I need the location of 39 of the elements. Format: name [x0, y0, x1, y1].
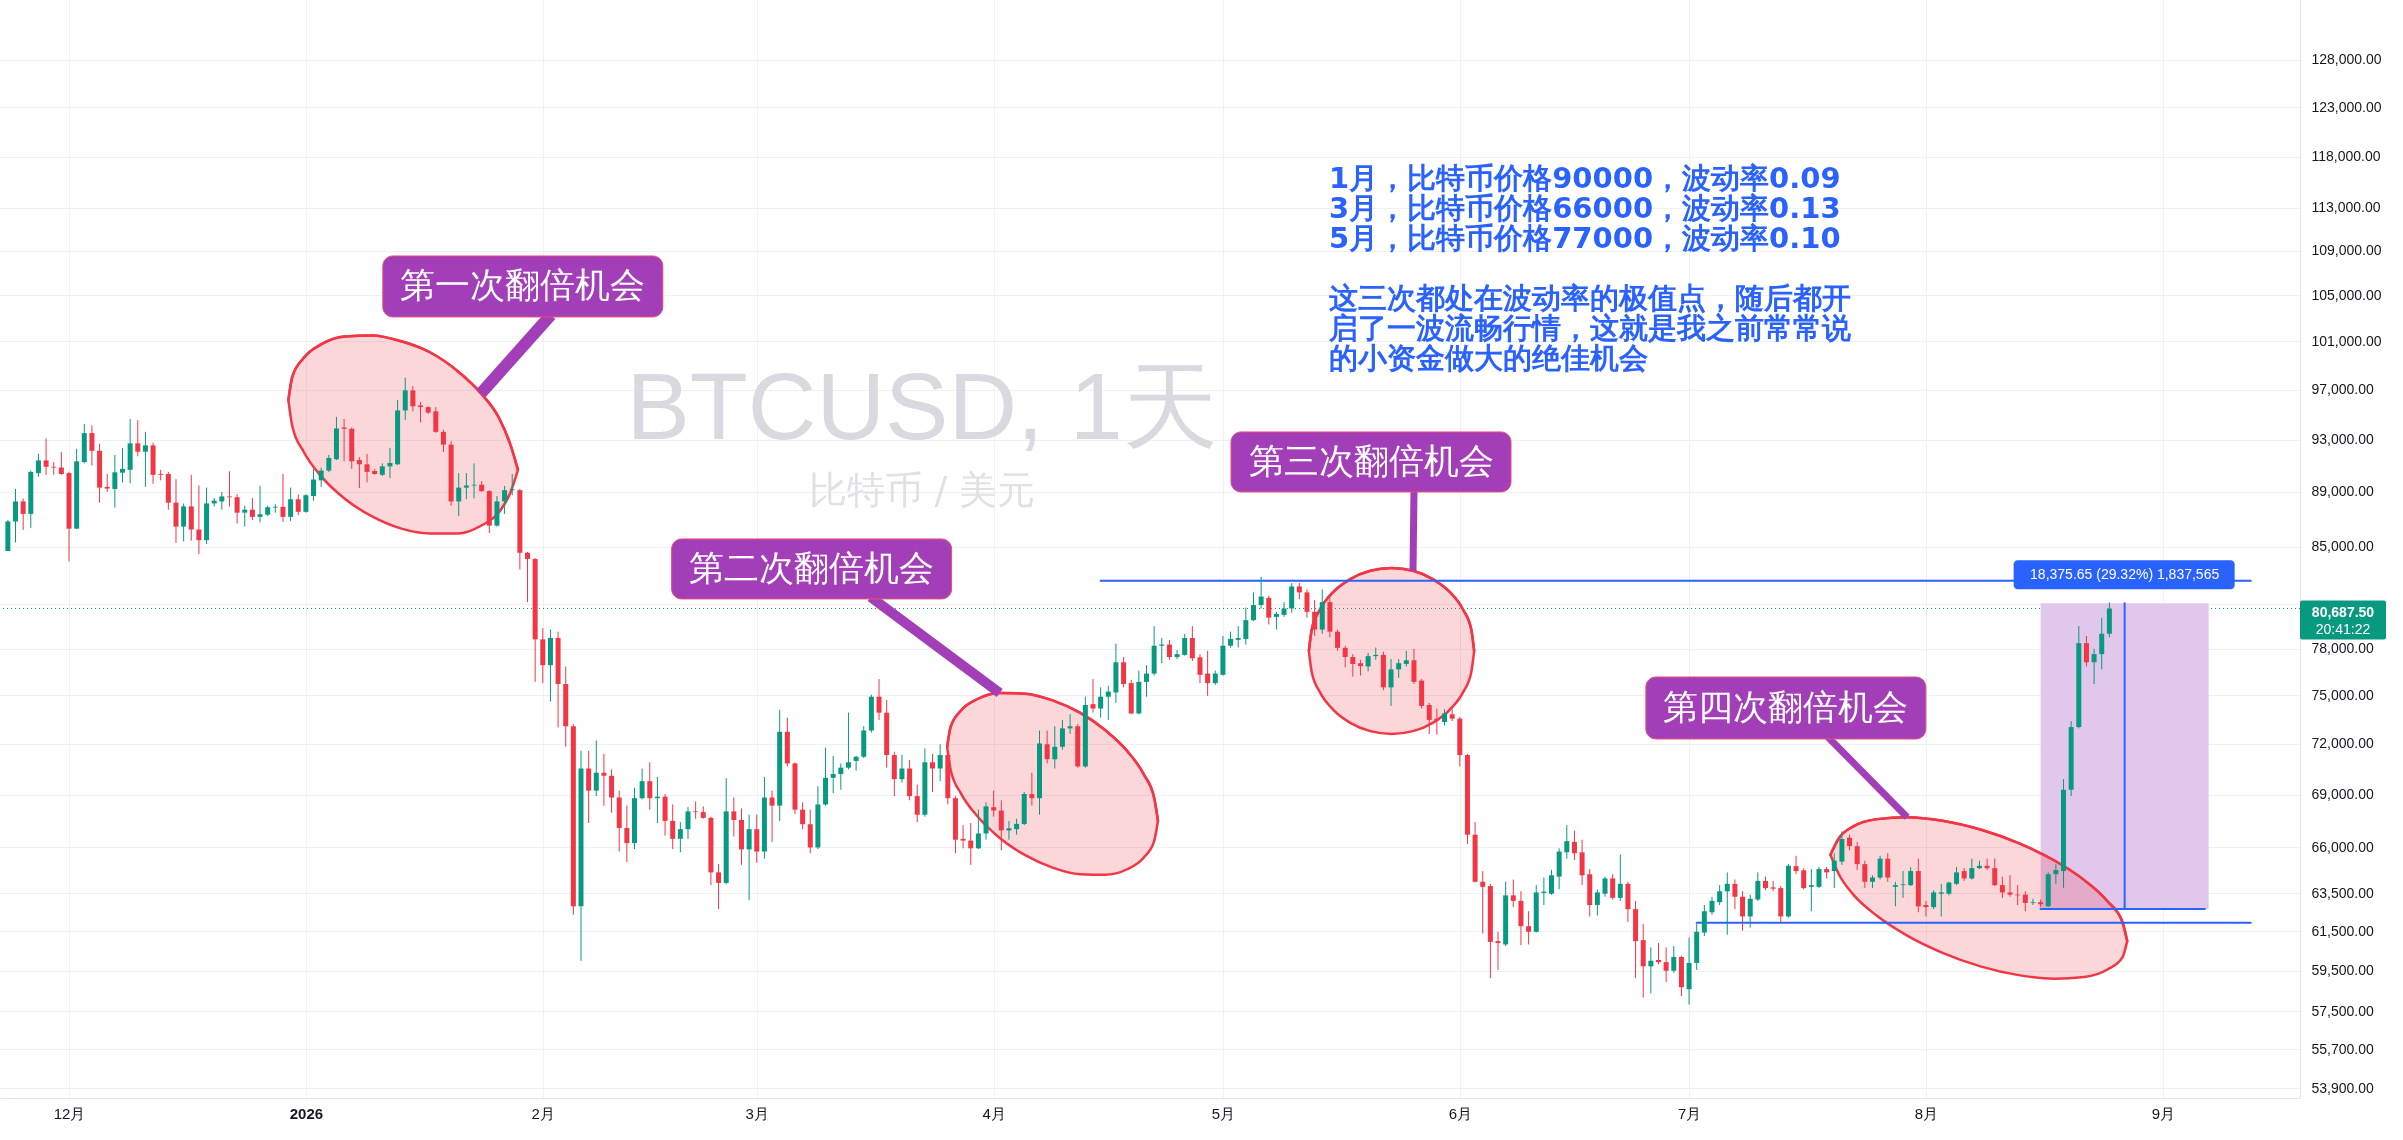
x-tick-label: 3月	[745, 1104, 769, 1122]
y-tick-label: 97,000.00	[2311, 381, 2374, 398]
annotation: 第一次翻倍机会	[400, 265, 646, 306]
x-tick-label: 6月	[1448, 1104, 1472, 1122]
y-tick-label: 66,000.00	[2311, 838, 2374, 855]
y-tick-label: 128,000.00	[2311, 51, 2382, 68]
y-tick-label: 105,000.00	[2311, 286, 2382, 303]
y-tick-label: 61,500.00	[2311, 922, 2374, 939]
y-tick-label: 109,000.00	[2311, 242, 2382, 259]
x-tick-label: 12月	[53, 1104, 86, 1122]
y-tick-label: 57,500.00	[2311, 1002, 2374, 1019]
y-tick-label: 93,000.00	[2311, 431, 2374, 448]
y-tick-label: 123,000.00	[2311, 98, 2382, 115]
x-tick-label: 8月	[1914, 1104, 1939, 1122]
y-tick-label: 72,000.00	[2311, 735, 2374, 752]
y-tick-label: 101,000.00	[2311, 333, 2382, 349]
x-tick-label: 5月	[1211, 1104, 1236, 1122]
y-tick-label: 89,000.00	[2311, 483, 2374, 500]
x-tick-label: 7月	[1677, 1104, 1702, 1122]
text: 20:41:22	[2315, 621, 2371, 638]
y-tick-label: 78,000.00	[2311, 640, 2374, 657]
y-tick-label: 113,000.00	[2311, 199, 2381, 216]
y-tick-label: 55,700.00	[2311, 1040, 2374, 1057]
x-tick-label: 4月	[982, 1104, 1006, 1122]
annotation: 第四次翻倍机会	[1663, 686, 1909, 727]
data-label: 18,375.65 (29.32%) 1,837,565	[2030, 565, 2220, 582]
y-tick-label: 59,500.00	[2311, 962, 2374, 979]
x-tick-label: 2026	[289, 1104, 324, 1122]
y-tick-label: 118,000.00	[2311, 148, 2381, 165]
annotation: 第二次翻倍机会	[689, 547, 935, 588]
y-tick-label: 63,500.00	[2311, 884, 2374, 901]
x-tick-label: 2月	[531, 1104, 555, 1122]
y-tick-label: 69,000.00	[2311, 786, 2374, 803]
x-tick-label: 9月	[2151, 1104, 2176, 1122]
y-tick-label: 75,000.00	[2311, 686, 2374, 703]
ref-line-label: 80,687.50	[2311, 604, 2375, 621]
y-tick-label: 85,000.00	[2311, 538, 2374, 555]
y-tick-label: 53,900.00	[2311, 1079, 2374, 1096]
annotation: 第三次翻倍机会	[1248, 440, 1494, 481]
